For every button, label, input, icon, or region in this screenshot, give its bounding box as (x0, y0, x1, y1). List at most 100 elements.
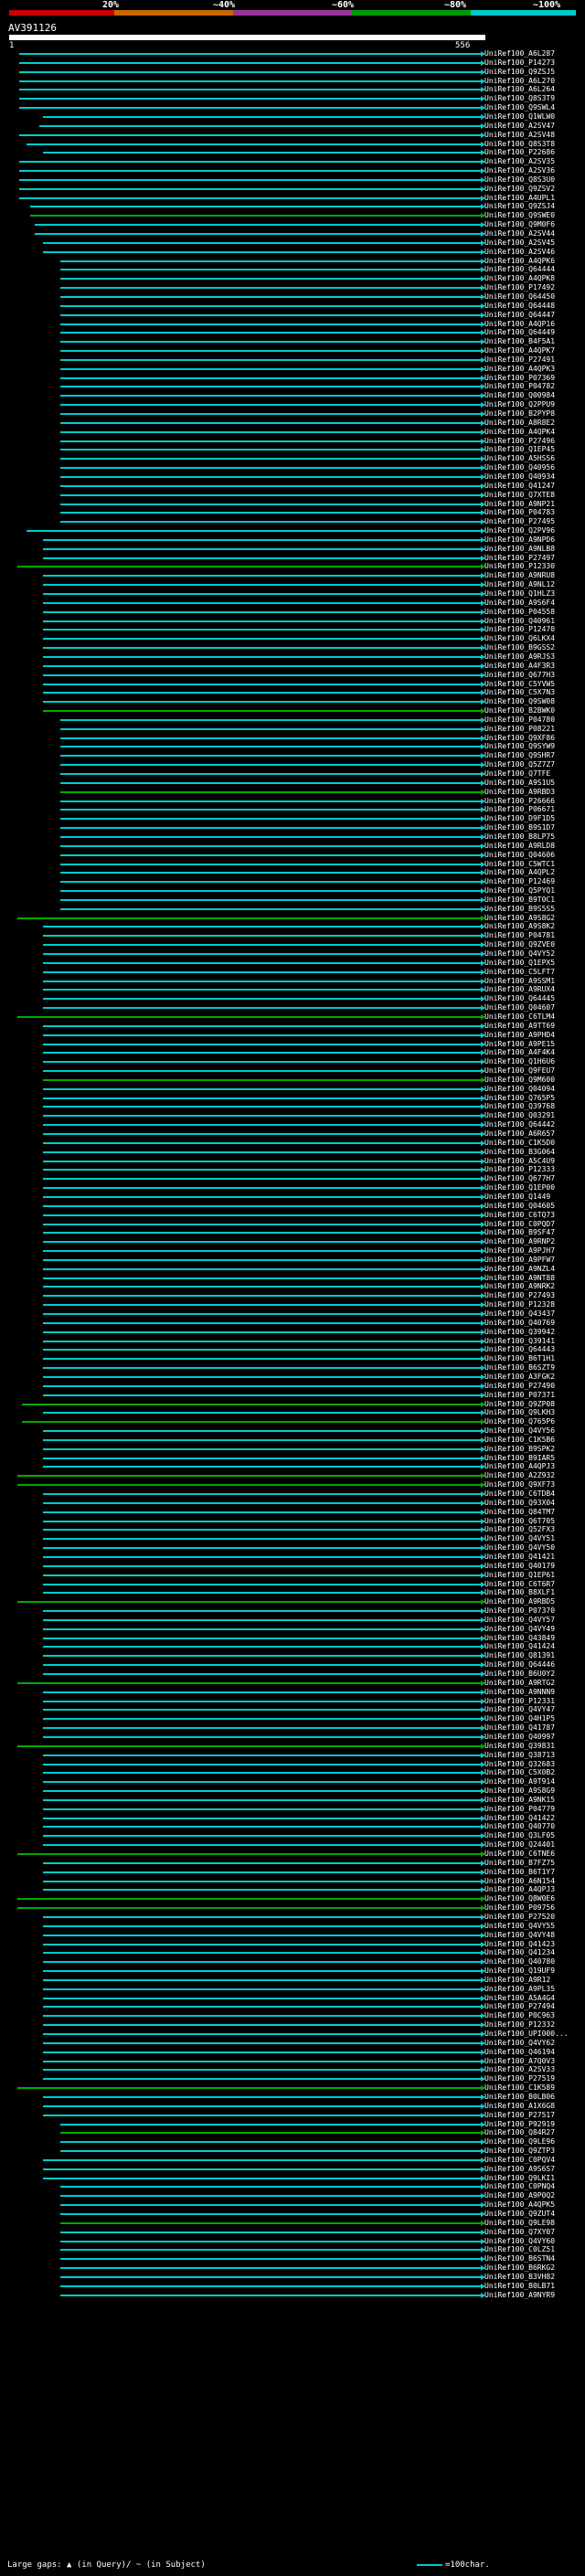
hit-label[interactable]: UniRef100_A6L264 (484, 85, 556, 94)
hit-label[interactable]: UniRef100_Q40961 (484, 616, 556, 625)
hit-label[interactable]: UniRef100_A9S1U5 (484, 778, 556, 787)
hit-alignment-line[interactable] (19, 61, 482, 64)
hit-alignment-line[interactable] (43, 2060, 482, 2062)
hit-label[interactable]: UniRef100_C6T6R7 (484, 1579, 556, 1588)
hit-alignment-line[interactable] (43, 1835, 482, 1838)
hit-alignment-line[interactable] (43, 989, 482, 991)
hit-alignment-line[interactable] (43, 647, 482, 650)
hit-label[interactable]: UniRef100_A2SV35 (484, 157, 556, 166)
hit-alignment-line[interactable] (43, 1286, 482, 1288)
hit-alignment-line[interactable] (60, 2195, 482, 2198)
hit-alignment-line[interactable] (17, 1898, 482, 1901)
hit-alignment-line[interactable] (43, 152, 482, 154)
hit-label[interactable]: UniRef100_P04781 (484, 931, 556, 940)
hit-label[interactable]: UniRef100_Q7XTE8 (484, 490, 556, 499)
hit-alignment-line[interactable] (19, 53, 482, 55)
hit-label[interactable]: UniRef100_A4QPK5 (484, 2200, 556, 2210)
hit-label[interactable]: UniRef100_A2SV36 (484, 166, 556, 175)
hit-label[interactable]: UniRef100_A5HSS6 (484, 454, 556, 463)
hit-alignment-line[interactable] (43, 1924, 482, 1927)
hit-alignment-line[interactable] (43, 673, 482, 676)
hit-label[interactable]: UniRef100_B9IAR5 (484, 1453, 556, 1462)
hit-alignment-line[interactable] (19, 178, 482, 181)
hit-alignment-line[interactable] (43, 1195, 482, 1198)
hit-alignment-line[interactable] (60, 278, 482, 281)
hit-alignment-line[interactable] (17, 1853, 482, 1855)
hit-label[interactable]: UniRef100_Q677H7 (484, 1174, 556, 1183)
hit-alignment-line[interactable] (43, 250, 482, 253)
hit-label[interactable]: UniRef100_Q9SHR7 (484, 751, 556, 760)
hit-alignment-line[interactable] (43, 2041, 482, 2044)
hit-label[interactable]: UniRef100_Q9ZTP3 (484, 2147, 556, 2156)
hit-alignment-line[interactable] (60, 2204, 482, 2207)
hit-label[interactable]: UniRef100_B8XLF1 (484, 1588, 556, 1597)
hit-label[interactable]: UniRef100_B7FZ75 (484, 1858, 556, 1867)
hit-alignment-line[interactable] (60, 287, 482, 290)
hit-alignment-line[interactable] (43, 1313, 482, 1315)
hit-label[interactable]: UniRef100_C1K5D0 (484, 1138, 556, 1147)
hit-label[interactable]: UniRef100_A4F3R3 (484, 661, 556, 670)
hit-label[interactable]: UniRef100_P12333 (484, 1165, 556, 1174)
hit-label[interactable]: UniRef100_B6RKG2 (484, 2263, 556, 2273)
hit-alignment-line[interactable] (43, 1574, 482, 1576)
hit-alignment-line[interactable] (43, 1277, 482, 1279)
hit-alignment-line[interactable] (43, 1043, 482, 1045)
hit-label[interactable]: UniRef100_A6L287 (484, 49, 556, 58)
hit-label[interactable]: UniRef100_Q8S3U0 (484, 175, 556, 184)
hit-alignment-line[interactable] (43, 638, 482, 641)
hit-label[interactable]: UniRef100_A9S6S7 (484, 2164, 556, 2173)
hit-alignment-line[interactable] (43, 1798, 482, 1801)
hit-label[interactable]: UniRef100_Q2PV96 (484, 526, 556, 535)
hit-label[interactable]: UniRef100_UPI000... (484, 2030, 569, 2038)
hit-label[interactable]: UniRef100_Q9SW08 (484, 697, 556, 706)
hit-alignment-line[interactable] (60, 881, 482, 884)
hit-label[interactable]: UniRef100_A9RLD8 (484, 841, 556, 850)
hit-label[interactable]: UniRef100_Q19UF9 (484, 1966, 556, 1976)
hit-alignment-line[interactable] (60, 475, 482, 478)
hit-alignment-line[interactable] (30, 206, 482, 208)
hit-alignment-line[interactable] (43, 1673, 482, 1675)
hit-alignment-line[interactable] (17, 1744, 482, 1747)
hit-label[interactable]: UniRef100_B6T1Y7 (484, 1867, 556, 1876)
hit-label[interactable]: UniRef100_Q04606 (484, 850, 556, 859)
hit-alignment-line[interactable] (17, 917, 482, 919)
hit-label[interactable]: UniRef100_Q4VY55 (484, 1921, 556, 1930)
hit-label[interactable]: UniRef100_A2SV33 (484, 2065, 556, 2074)
hit-label[interactable]: UniRef100_Q9ZUT4 (484, 2210, 556, 2218)
hit-alignment-line[interactable] (43, 1375, 482, 1378)
hit-label[interactable]: UniRef100_Q64444 (484, 265, 556, 274)
hit-label[interactable]: UniRef100_Q4VY62 (484, 2038, 556, 2047)
hit-alignment-line[interactable] (17, 2087, 482, 2090)
hit-label[interactable]: UniRef100_Q9ZVE0 (484, 940, 556, 949)
hit-alignment-line[interactable] (43, 1141, 482, 1144)
hit-alignment-line[interactable] (60, 2275, 482, 2278)
hit-label[interactable]: UniRef100_Q64448 (484, 301, 556, 310)
hit-alignment-line[interactable] (60, 907, 482, 910)
hit-alignment-line[interactable] (60, 809, 482, 811)
hit-alignment-line[interactable] (43, 1187, 482, 1190)
hit-alignment-line[interactable] (43, 1970, 482, 1973)
hit-alignment-line[interactable] (43, 575, 482, 578)
hit-alignment-line[interactable] (43, 1267, 482, 1270)
hit-alignment-line[interactable] (43, 1349, 482, 1352)
hit-alignment-line[interactable] (43, 1520, 482, 1522)
hit-label[interactable]: UniRef100_P27493 (484, 1291, 556, 1300)
hit-label[interactable]: UniRef100_Q24401 (484, 1840, 556, 1850)
hit-alignment-line[interactable] (43, 1807, 482, 1810)
hit-alignment-line[interactable] (17, 1484, 482, 1487)
hit-alignment-line[interactable] (43, 935, 482, 938)
hit-alignment-line[interactable] (17, 1015, 482, 1018)
hit-label[interactable]: UniRef100_Q9M0F6 (484, 220, 556, 229)
hit-alignment-line[interactable] (60, 827, 482, 830)
hit-label[interactable]: UniRef100_Q40934 (484, 472, 556, 481)
hit-alignment-line[interactable] (43, 1826, 482, 1829)
hit-alignment-line[interactable] (43, 1583, 482, 1585)
hit-label[interactable]: UniRef100_P27496 (484, 436, 556, 445)
hit-alignment-line[interactable] (43, 1097, 482, 1099)
hit-alignment-line[interactable] (43, 961, 482, 964)
hit-label[interactable]: UniRef100_A5A4G4 (484, 1993, 556, 2002)
hit-label[interactable]: UniRef100_Q41234 (484, 1948, 556, 1957)
hit-alignment-line[interactable] (60, 773, 482, 775)
hit-alignment-line[interactable] (60, 764, 482, 767)
hit-label[interactable]: UniRef100_B6U0Y2 (484, 1670, 556, 1678)
